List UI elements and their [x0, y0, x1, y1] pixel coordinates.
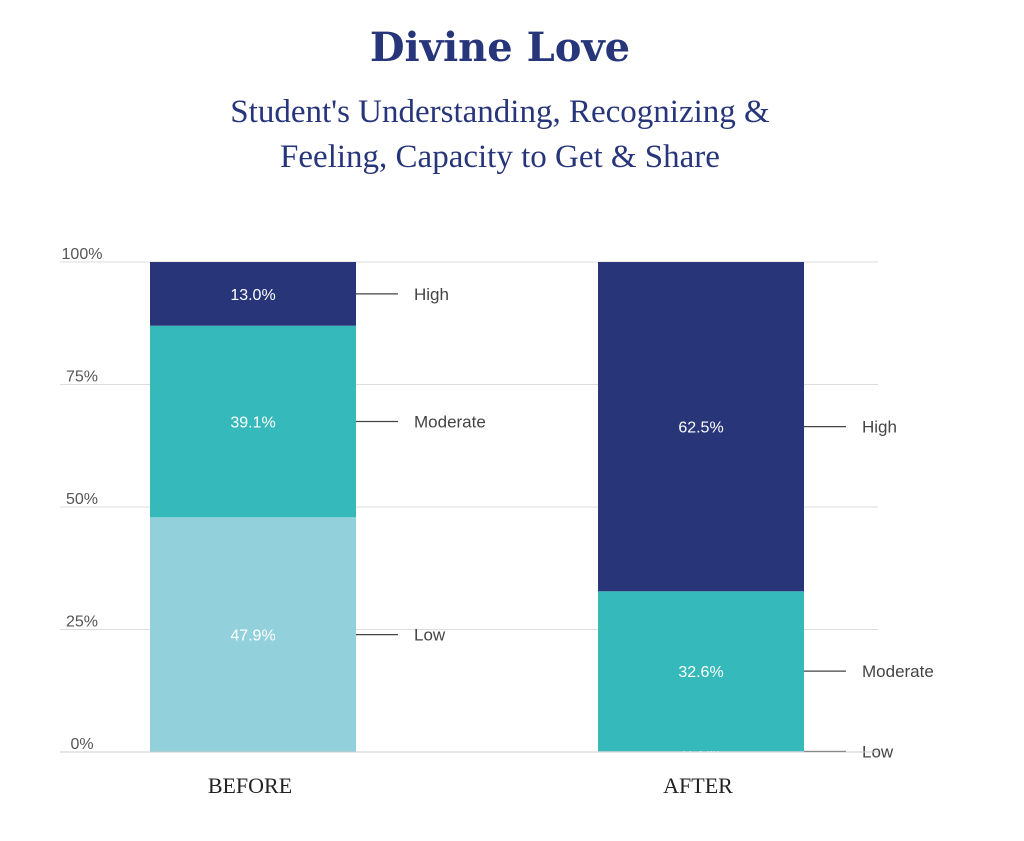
data-label-after-high: 62.5% [678, 420, 723, 437]
bar-after-high [598, 262, 804, 592]
y-tick-label-2: 50% [66, 491, 98, 508]
y-tick-label-0: 0% [70, 736, 93, 753]
bar-before-high [150, 262, 356, 326]
chart-subtitle-line-2: Feeling, Capacity to Get & Share [280, 139, 720, 175]
bar-after-moderate [598, 591, 804, 752]
bar-before-low [150, 517, 356, 752]
data-label-before-moderate: 39.1% [230, 414, 275, 431]
category-label-before: BEFORE [208, 773, 292, 798]
chart-subtitle: Student's Understanding, Recognizing & F… [0, 90, 1000, 180]
legend-label-after-high: High [862, 418, 897, 437]
data-label-after-moderate: 32.6% [678, 664, 723, 681]
category-label-after: AFTER [663, 773, 733, 798]
legend-label-before-moderate: Moderate [414, 412, 486, 431]
legend-label-before-low: Low [414, 626, 446, 645]
y-tick-label-4: 100% [62, 246, 103, 263]
chart-title: Divine Love [369, 24, 631, 71]
y-tick-label-1: 25% [66, 614, 98, 631]
chart-subtitle-line-1: Student's Understanding, Recognizing & [230, 94, 770, 130]
y-tick-label-3: 75% [66, 369, 98, 386]
data-label-before-high: 13.0% [230, 287, 275, 304]
data-label-before-low: 47.9% [230, 628, 275, 645]
bar-before-moderate [150, 325, 356, 518]
legend-label-after-moderate: Moderate [862, 662, 934, 681]
legend-label-before-high: High [414, 285, 449, 304]
